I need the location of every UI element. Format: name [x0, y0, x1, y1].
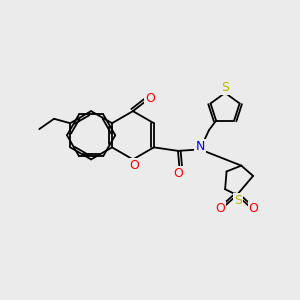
Text: N: N [195, 140, 205, 153]
Text: S: S [234, 194, 242, 207]
Text: O: O [215, 202, 225, 215]
Text: S: S [221, 81, 229, 94]
Text: O: O [173, 167, 183, 180]
Text: O: O [145, 92, 155, 105]
Text: O: O [130, 159, 139, 172]
Text: O: O [249, 202, 259, 215]
